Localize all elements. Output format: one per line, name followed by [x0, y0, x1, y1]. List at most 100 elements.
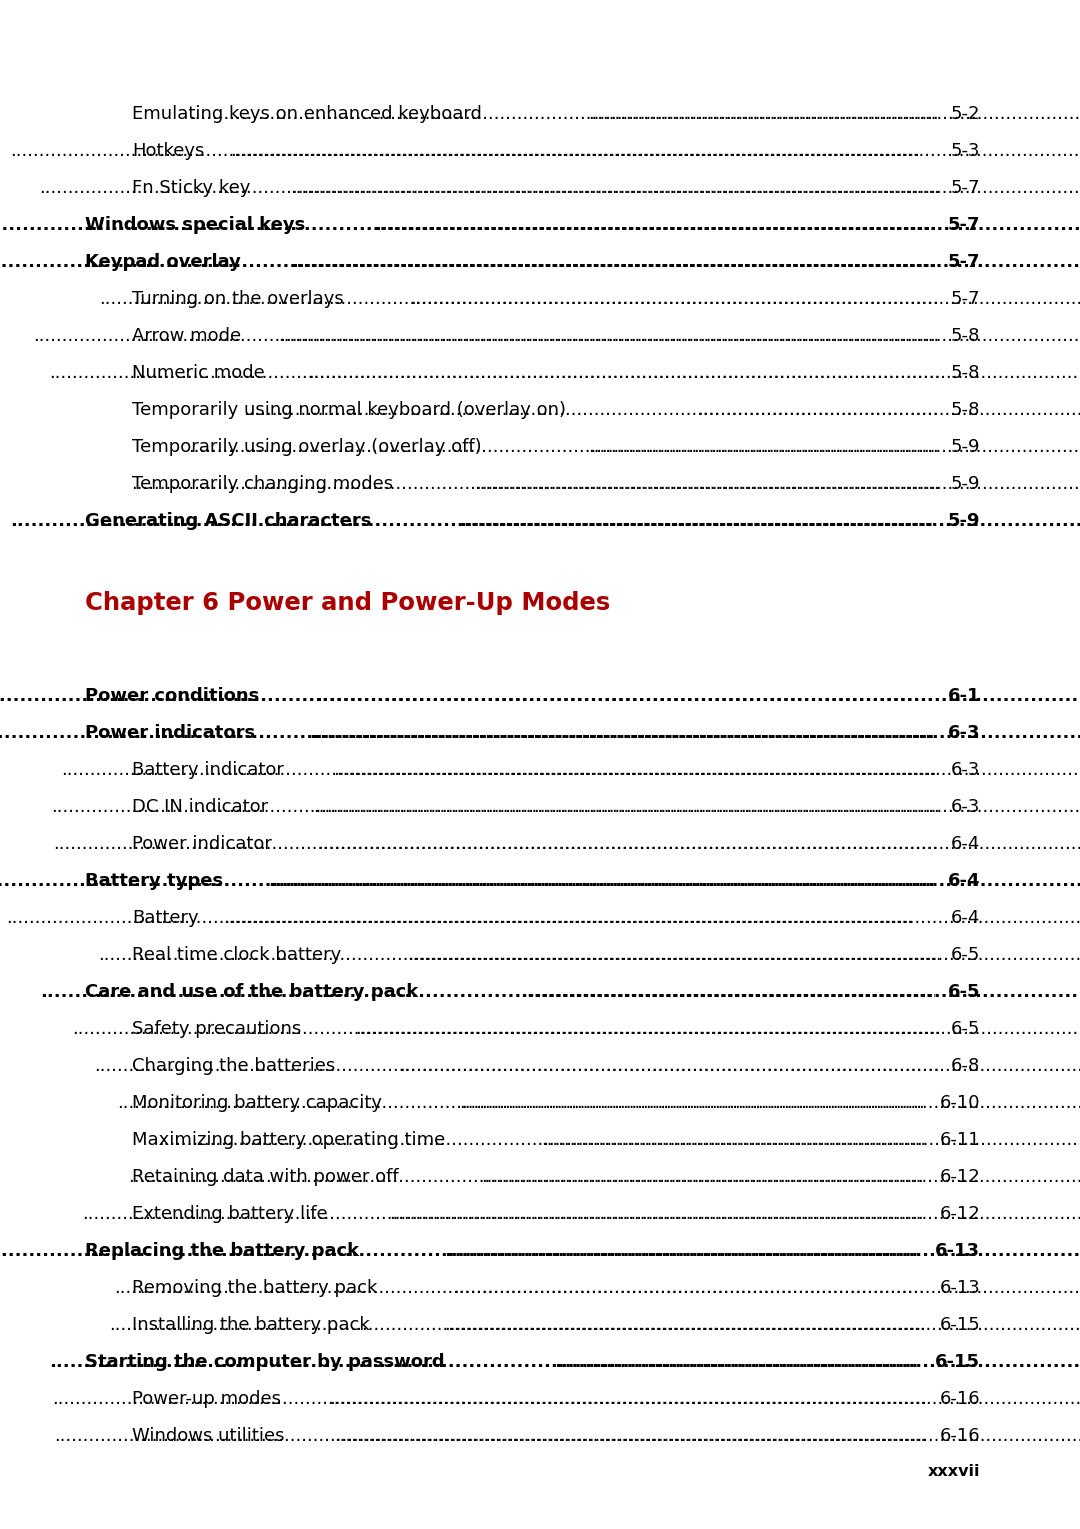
- Text: 6-4: 6-4: [950, 908, 980, 927]
- Text: Charging the batteries: Charging the batteries: [132, 1057, 335, 1075]
- Text: ................................................................................: ........................................…: [444, 1242, 1080, 1260]
- Text: Power conditions: Power conditions: [85, 687, 259, 705]
- Text: 5-3: 5-3: [950, 142, 980, 161]
- Text: 6-13: 6-13: [940, 1278, 980, 1297]
- Text: Power indicator: Power indicator: [132, 835, 272, 853]
- Text: ................................................................................: ........................................…: [0, 723, 1080, 742]
- Text: 5-9: 5-9: [947, 512, 980, 531]
- Text: Emulating keys on enhanced keyboard: Emulating keys on enhanced keyboard: [132, 106, 482, 122]
- Text: 5-8: 5-8: [950, 401, 980, 419]
- Text: ................................................................................: ........................................…: [189, 437, 1080, 456]
- Text: 6-5: 6-5: [947, 983, 980, 1000]
- Text: 5-7: 5-7: [950, 291, 980, 307]
- Text: Hotkeys: Hotkeys: [132, 142, 204, 161]
- Text: ................................................................................: ........................................…: [53, 835, 1080, 853]
- Text: Safety precautions: Safety precautions: [132, 1020, 301, 1038]
- Text: ................................................................................: ........................................…: [519, 983, 1080, 1000]
- Text: ................................................................................: ........................................…: [82, 1205, 1080, 1223]
- Text: Power-up modes: Power-up modes: [132, 1390, 281, 1408]
- Text: 6-11: 6-11: [940, 1130, 980, 1148]
- Text: 6-3: 6-3: [950, 760, 980, 778]
- Text: ................................................................................: ........................................…: [278, 327, 968, 346]
- Text: 6-16: 6-16: [940, 1390, 980, 1408]
- Text: Extending battery life: Extending battery life: [132, 1205, 327, 1223]
- Text: 6-4: 6-4: [947, 872, 980, 890]
- Text: ................................................................................: ........................................…: [222, 908, 913, 927]
- Text: ................................................................................: ........................................…: [292, 252, 1080, 271]
- Text: Generating ASCII characters: Generating ASCII characters: [85, 512, 372, 531]
- Text: ................................................................................: ........................................…: [334, 1427, 1024, 1445]
- Text: DC IN indicator: DC IN indicator: [132, 798, 268, 815]
- Text: 6-10: 6-10: [940, 1093, 980, 1112]
- Text: ................................................................................: ........................................…: [554, 1353, 1080, 1370]
- Text: 6-12: 6-12: [940, 1205, 980, 1223]
- Text: ................................................................................: ........................................…: [230, 142, 920, 161]
- Text: ................................................................................: ........................................…: [51, 798, 1080, 815]
- Text: Maximizing battery operating time: Maximizing battery operating time: [132, 1130, 445, 1148]
- Text: ................................................................................: ........................................…: [589, 437, 1080, 456]
- Text: Chapter 6 Power and Power-Up Modes: Chapter 6 Power and Power-Up Modes: [85, 592, 610, 615]
- Text: Battery types: Battery types: [85, 872, 224, 890]
- Text: Turning on the overlays: Turning on the overlays: [132, 291, 343, 307]
- Text: ................................................................................: ........................................…: [268, 872, 1080, 890]
- Text: ................................................................................: ........................................…: [355, 1020, 1045, 1038]
- Text: ................................................................................: ........................................…: [243, 401, 1080, 419]
- Text: 6-15: 6-15: [935, 1353, 980, 1370]
- Text: ................................................................................: ........................................…: [460, 1093, 1080, 1112]
- Text: 6-13: 6-13: [935, 1242, 980, 1260]
- Text: ................................................................................: ........................................…: [0, 687, 1080, 705]
- Text: 5-8: 5-8: [950, 364, 980, 382]
- Text: 5-7: 5-7: [947, 252, 980, 271]
- Text: ................................................................................: ........................................…: [459, 512, 1080, 531]
- Text: ................................................................................: ........................................…: [127, 1168, 1080, 1185]
- Text: ................................................................................: ........................................…: [0, 872, 1080, 890]
- Text: ................................................................................: ........................................…: [98, 945, 1080, 963]
- Text: ................................................................................: ........................................…: [410, 291, 1080, 307]
- Text: ................................................................................: ........................................…: [589, 106, 1080, 122]
- Text: ................................................................................: ........................................…: [315, 687, 1080, 705]
- Text: Power indicators: Power indicators: [85, 723, 255, 742]
- Text: 6-4: 6-4: [950, 835, 980, 853]
- Text: Temporarily changing modes: Temporarily changing modes: [132, 476, 393, 492]
- Text: ................................................................................: ........................................…: [39, 179, 1080, 197]
- Text: ................................................................................: ........................................…: [481, 1168, 1080, 1185]
- Text: ................................................................................: ........................................…: [0, 1242, 1080, 1260]
- Text: 5-2: 5-2: [950, 106, 980, 122]
- Text: ................................................................................: ........................................…: [318, 835, 1008, 853]
- Text: ................................................................................: ........................................…: [400, 1057, 1080, 1075]
- Text: ................................................................................: ........................................…: [310, 723, 1080, 742]
- Text: Real time clock battery: Real time clock battery: [132, 945, 341, 963]
- Text: ................................................................................: ........................................…: [62, 760, 1080, 778]
- Text: 5-9: 5-9: [950, 476, 980, 492]
- Text: 6-5: 6-5: [950, 945, 980, 963]
- Text: ................................................................................: ........................................…: [0, 216, 1080, 234]
- Text: 6-12: 6-12: [940, 1168, 980, 1185]
- Text: 5-7: 5-7: [950, 179, 980, 197]
- Text: Care and use of the battery pack: Care and use of the battery pack: [85, 983, 418, 1000]
- Text: ................................................................................: ........................................…: [390, 1205, 1079, 1223]
- Text: ................................................................................: ........................................…: [40, 983, 1080, 1000]
- Text: ................................................................................: ........................................…: [109, 1315, 1080, 1333]
- Text: ................................................................................: ........................................…: [94, 1057, 1080, 1075]
- Text: Starting the computer by password: Starting the computer by password: [85, 1353, 445, 1370]
- Text: Replacing the battery pack: Replacing the battery pack: [85, 1242, 360, 1260]
- Text: ................................................................................: ........................................…: [312, 798, 1002, 815]
- Text: xxxvii: xxxvii: [928, 1463, 980, 1479]
- Text: 5-7: 5-7: [947, 216, 980, 234]
- Text: ................................................................................: ........................................…: [72, 1020, 1080, 1038]
- Text: 6-5: 6-5: [950, 1020, 980, 1038]
- Text: ................................................................................: ........................................…: [33, 327, 1080, 346]
- Text: ................................................................................: ........................................…: [329, 1390, 1020, 1408]
- Text: 6-15: 6-15: [940, 1315, 980, 1333]
- Text: ................................................................................: ........................................…: [407, 945, 1080, 963]
- Text: 6-3: 6-3: [947, 723, 980, 742]
- Text: 5-8: 5-8: [950, 327, 980, 346]
- Text: ................................................................................: ........................................…: [289, 179, 980, 197]
- Text: 6-1: 6-1: [947, 687, 980, 705]
- Text: Retaining data with power off: Retaining data with power off: [132, 1168, 399, 1185]
- Text: ................................................................................: ........................................…: [474, 476, 1080, 492]
- Text: Temporarily using normal keyboard (overlay on): Temporarily using normal keyboard (overl…: [132, 401, 566, 419]
- Text: ................................................................................: ........................................…: [6, 908, 1080, 927]
- Text: Removing the battery pack: Removing the battery pack: [132, 1278, 377, 1297]
- Text: Monitoring battery capacity: Monitoring battery capacity: [132, 1093, 382, 1112]
